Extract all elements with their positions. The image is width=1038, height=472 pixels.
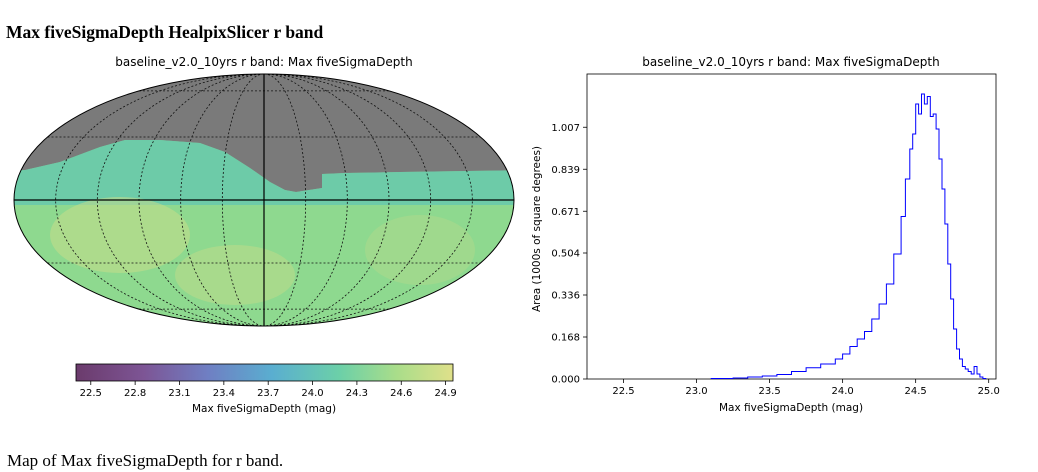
skymap-panel: baseline_v2.0_10yrs r band: Max fiveSigm… — [13, 55, 515, 415]
histogram-frame — [586, 73, 997, 380]
colorbar-tick-label: 24.0 — [301, 388, 323, 399]
skymap-dusty-band — [14, 140, 514, 205]
colorbar-tick-label: 23.1 — [168, 388, 190, 399]
skymap-outline — [13, 73, 515, 327]
colorbar-tick-label: 22.5 — [80, 388, 102, 399]
colorbar-tick-label: 22.8 — [124, 388, 146, 399]
histogram-panel: baseline_v2.0_10yrs r band: Max fiveSigm… — [531, 55, 1000, 414]
skymap-bright-patch — [175, 245, 295, 305]
histogram-x-ticks: 22.5 23.0 23.5 24.0 24.5 25.0 — [612, 379, 1000, 397]
histogram-y-label: Area (1000s of square degrees) — [531, 146, 543, 312]
histogram-y-ticks: 0.000 0.168 0.336 0.504 0.671 0.839 1.007 — [551, 123, 587, 386]
figure-caption: Map of Max fiveSigmaDepth for r band. — [7, 451, 284, 470]
histogram-x-tick-label: 24.0 — [831, 386, 853, 397]
histogram-y-tick-label: 1.007 — [551, 123, 580, 134]
histogram-x-label: Max fiveSigmaDepth (mag) — [719, 402, 863, 414]
histogram-y-tick-label: 0.839 — [551, 165, 580, 176]
colorbar-label: Max fiveSigmaDepth (mag) — [192, 403, 336, 415]
page-heading: Max fiveSigmaDepth HealpixSlicer r band — [6, 22, 324, 42]
histogram-x-tick-label: 23.5 — [758, 386, 780, 397]
skymap-bright-patch — [365, 215, 475, 285]
colorbar-ticks: 22.5 22.8 23.1 23.4 23.7 24.0 24.3 24.6 24.9 — [80, 381, 457, 399]
colorbar-tick-label: 24.9 — [434, 388, 456, 399]
histogram-x-tick-label: 22.5 — [612, 386, 634, 397]
histogram-x-tick-label: 23.0 — [685, 386, 707, 397]
histogram-title: baseline_v2.0_10yrs r band: Max fiveSigm… — [642, 55, 939, 69]
colorbar-tick-label: 24.3 — [346, 388, 368, 399]
colorbar: 22.5 22.8 23.1 23.4 23.7 24.0 24.3 24.6 24.9 Max… — [75, 363, 457, 415]
histogram-y-tick-label: 0.671 — [551, 207, 580, 218]
histogram-y-tick-label: 0.000 — [551, 375, 580, 386]
histogram-x-tick-label: 24.5 — [905, 386, 927, 397]
skymap-bright-patch — [50, 197, 190, 273]
histogram-y-tick-label: 0.504 — [551, 249, 580, 260]
histogram-y-tick-label: 0.336 — [551, 291, 580, 302]
colorbar-tick-label: 24.6 — [390, 388, 412, 399]
colorbar-tick-label: 23.4 — [213, 388, 235, 399]
colorbar-tick-label: 23.7 — [257, 388, 279, 399]
histogram-x-tick-label: 25.0 — [978, 386, 1000, 397]
skymap-title: baseline_v2.0_10yrs r band: Max fiveSigm… — [115, 55, 412, 69]
colorbar-gradient — [75, 363, 454, 382]
figure: baseline_v2.0_10yrs r band: Max fiveSigm… — [13, 55, 1000, 415]
histogram-line — [710, 93, 987, 379]
skymap-body — [14, 74, 514, 326]
histogram-y-tick-label: 0.168 — [551, 333, 580, 344]
